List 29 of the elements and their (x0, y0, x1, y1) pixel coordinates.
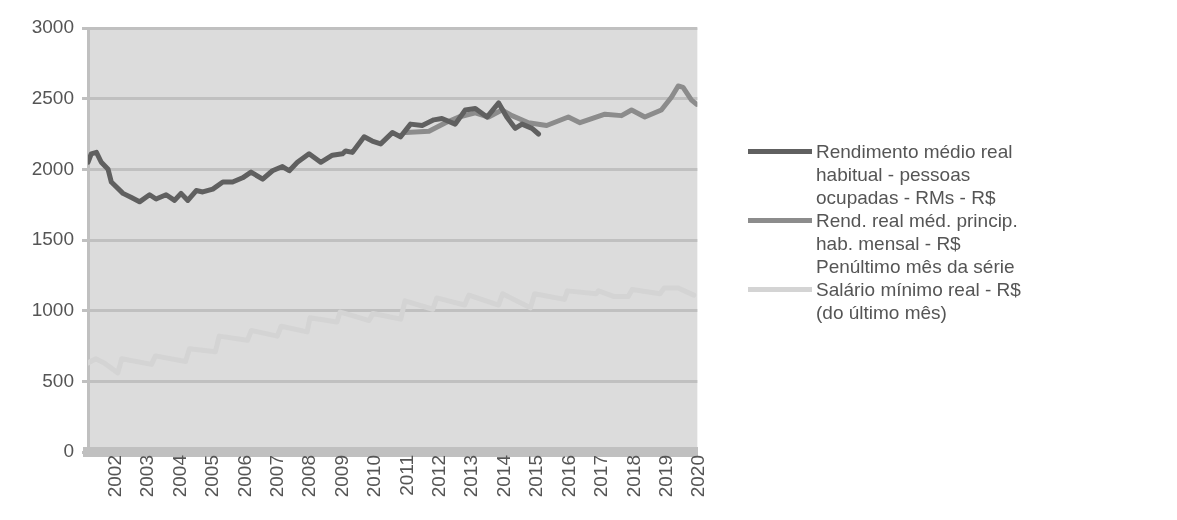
x-tick-label: 2012 (428, 455, 450, 498)
y-tick-label: 1000 (31, 298, 74, 320)
y-tick-label: 2500 (31, 86, 74, 108)
y-tick-label: 1500 (31, 228, 74, 250)
y-tick-label: 0 (63, 440, 74, 462)
x-tick-label: 2016 (557, 455, 579, 498)
x-tick-label: 2010 (363, 455, 385, 498)
x-tick-label: 2005 (201, 455, 223, 498)
x-tick-label: 2017 (590, 455, 612, 498)
x-tick-label: 2011 (395, 455, 417, 496)
x-tick-label: 2015 (525, 455, 547, 498)
y-tick-label: 2000 (31, 157, 74, 179)
x-tick-label: 2018 (622, 455, 644, 498)
x-tick-label: 2006 (233, 455, 255, 498)
x-tick-label: 2019 (654, 455, 676, 498)
y-tick-label: 500 (42, 369, 74, 391)
x-tick-label: 2013 (460, 455, 482, 498)
x-tick-label: 2002 (103, 455, 125, 498)
x-tick-label: 2003 (136, 455, 158, 498)
x-tick-label: 2007 (265, 455, 287, 498)
x-tick-label: 2014 (492, 454, 514, 498)
y-tick-label: 3000 (31, 16, 74, 38)
legend-label: Rendimento médio real habitual - pessoas ocupadas - RMs - R$ (816, 140, 1014, 209)
x-tick-label: 2004 (168, 454, 190, 498)
legend-label: Salário mínimo real - R$ (do último mês) (816, 278, 1022, 324)
x-tick-label: 2009 (330, 455, 352, 498)
x-tick-label: 2008 (298, 455, 320, 498)
legend-label: Rend. real méd. princip. hab. mensal - R$ Penúltimo mês da série (816, 209, 1019, 278)
x-tick-label: 2020 (687, 455, 709, 498)
